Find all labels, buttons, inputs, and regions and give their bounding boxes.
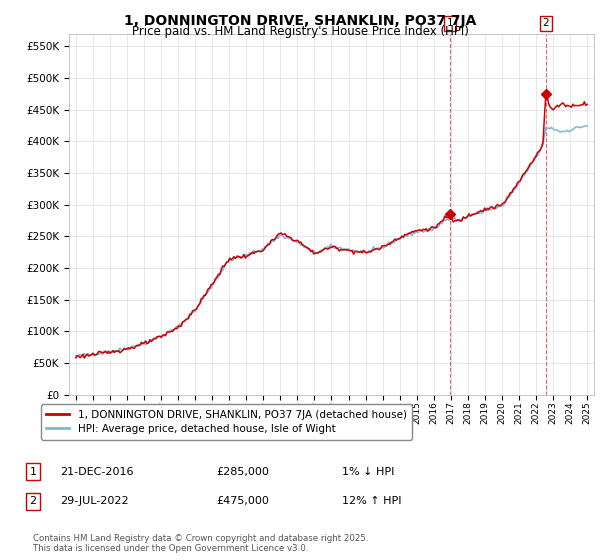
- Text: Contains HM Land Registry data © Crown copyright and database right 2025.
This d: Contains HM Land Registry data © Crown c…: [33, 534, 368, 553]
- Text: 21-DEC-2016: 21-DEC-2016: [60, 466, 133, 477]
- Text: Price paid vs. HM Land Registry's House Price Index (HPI): Price paid vs. HM Land Registry's House …: [131, 25, 469, 38]
- Text: 1, DONNINGTON DRIVE, SHANKLIN, PO37 7JA: 1, DONNINGTON DRIVE, SHANKLIN, PO37 7JA: [124, 14, 476, 28]
- Text: 2: 2: [542, 18, 549, 28]
- Text: 29-JUL-2022: 29-JUL-2022: [60, 496, 128, 506]
- Text: 1% ↓ HPI: 1% ↓ HPI: [342, 466, 394, 477]
- Text: 1: 1: [29, 466, 37, 477]
- Text: 1: 1: [447, 18, 454, 28]
- Text: £285,000: £285,000: [216, 466, 269, 477]
- Legend: 1, DONNINGTON DRIVE, SHANKLIN, PO37 7JA (detached house), HPI: Average price, de: 1, DONNINGTON DRIVE, SHANKLIN, PO37 7JA …: [41, 404, 412, 440]
- Text: 12% ↑ HPI: 12% ↑ HPI: [342, 496, 401, 506]
- Text: 2: 2: [29, 496, 37, 506]
- Text: £475,000: £475,000: [216, 496, 269, 506]
